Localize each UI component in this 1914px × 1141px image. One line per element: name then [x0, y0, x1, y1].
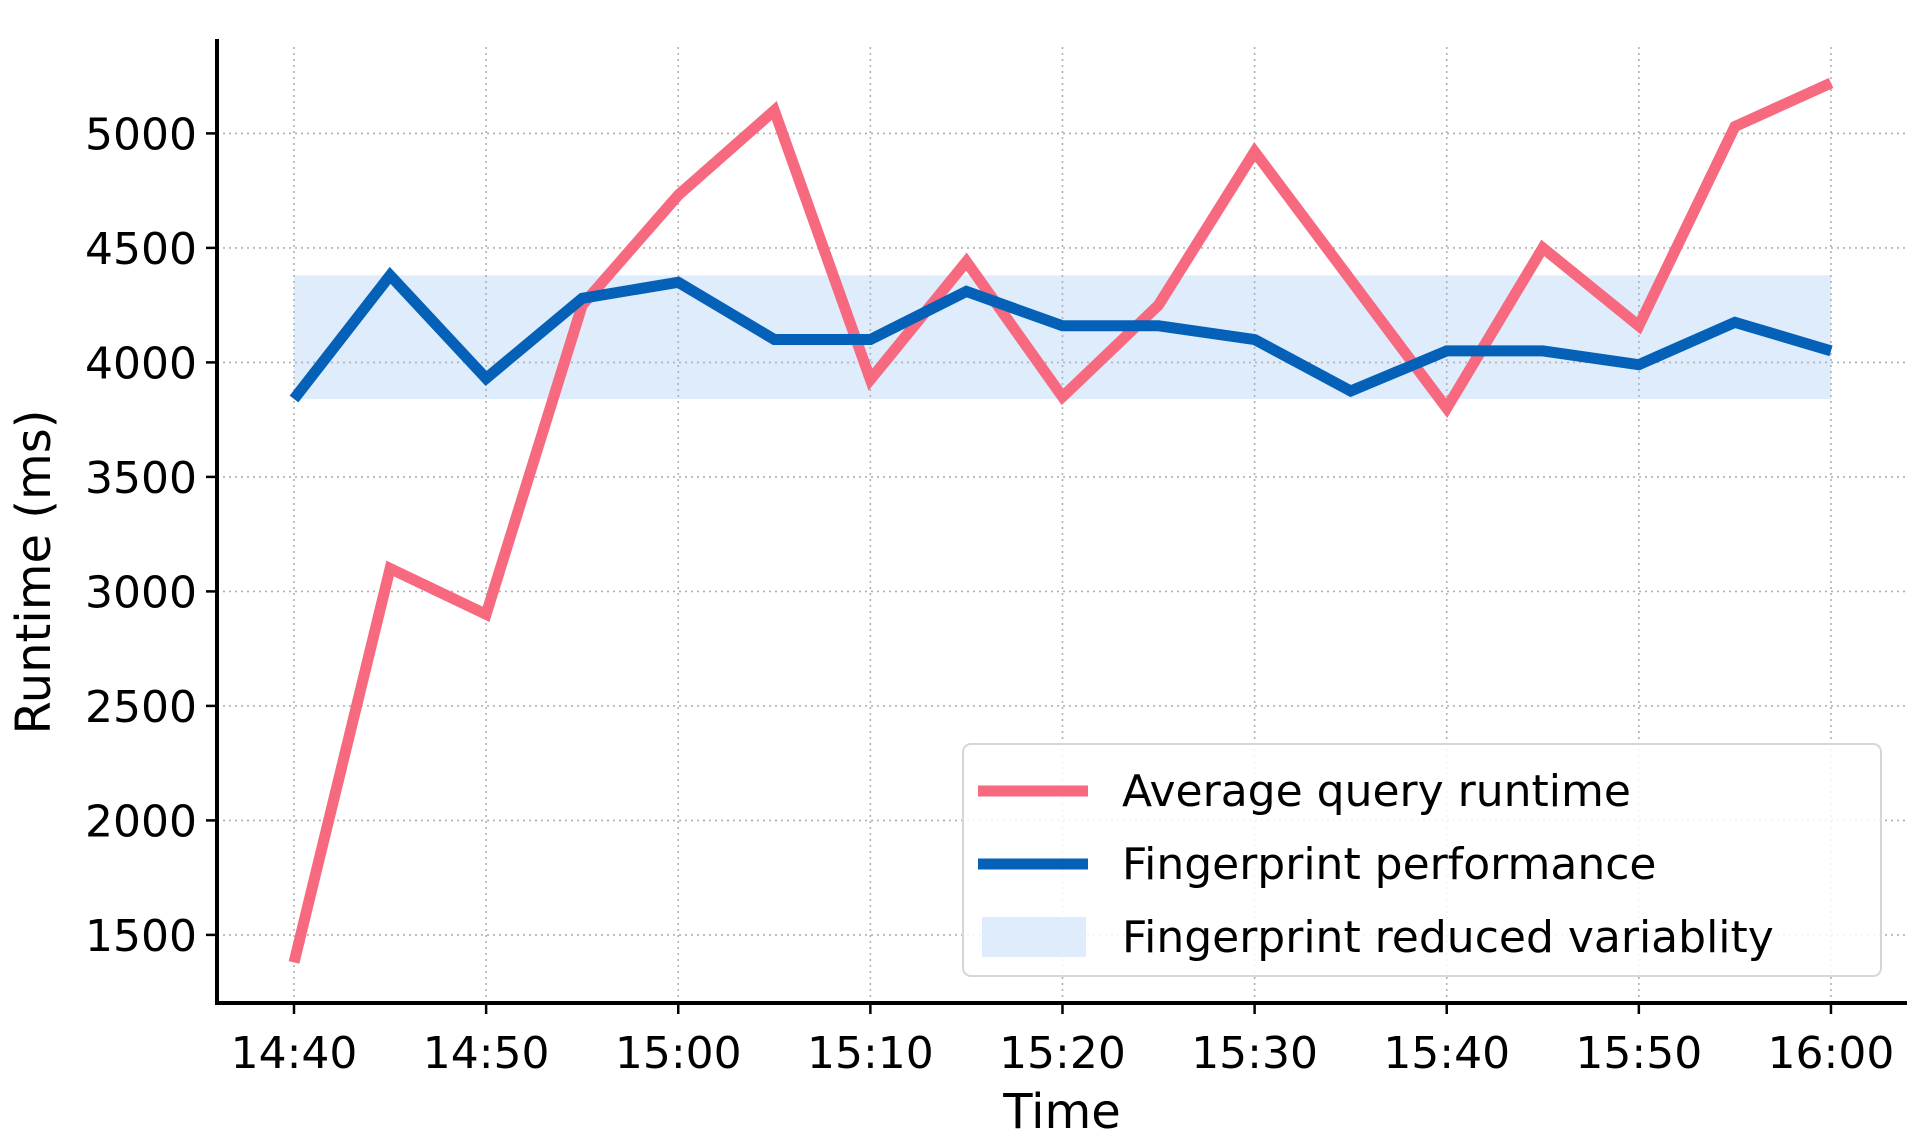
x-tick-label: 15:40: [1383, 1028, 1510, 1079]
x-tick-label: 14:40: [231, 1028, 358, 1079]
average-query-runtime-line: [288, 77, 1834, 964]
y-tick-label: 3500: [85, 453, 197, 504]
x-tick-label: 15:50: [1575, 1028, 1702, 1079]
fingerprint-performance-line: [289, 266, 1833, 403]
y-tick-label: 4000: [85, 338, 197, 389]
x-tick-label: 15:20: [999, 1028, 1126, 1079]
x-tick-label: 15:30: [1191, 1028, 1318, 1079]
y-tick-label: 2500: [85, 682, 197, 733]
series-lines: [288, 77, 1834, 964]
y-tick-label: 5000: [85, 109, 197, 160]
x-axis-ticks: 14:40 14:50 15:00 15:10 15:20 15:30 15:40 15:50…: [231, 1003, 1895, 1079]
x-tick-label: 16:00: [1768, 1028, 1895, 1079]
legend-label-fingerprint-performance: Fingerprint performance: [1122, 839, 1656, 890]
x-tick-label: 15:00: [615, 1028, 742, 1079]
y-axis-ticks: 1500 2000 2500 3000 3500 4000 4500 5000: [85, 109, 217, 962]
x-axis-title: Time: [1002, 1084, 1120, 1140]
x-tick-label: 14:50: [423, 1028, 550, 1079]
legend-box: [962, 743, 1882, 977]
y-tick-label: 4500: [85, 224, 197, 275]
legend: Average query runtime Fingerprint perfor…: [962, 743, 1882, 977]
y-axis-title: Runtime (ms): [6, 410, 62, 735]
y-tick-label: 2000: [85, 796, 197, 847]
y-tick-label: 1500: [85, 911, 197, 962]
axes: [215, 39, 1907, 1005]
legend-band-swatch-icon: [982, 917, 1086, 957]
legend-label-fingerprint-reduced-variability: Fingerprint reduced variablity: [1122, 912, 1774, 963]
legend-label-average-query-runtime: Average query runtime: [1122, 766, 1631, 817]
y-tick-label: 3000: [85, 567, 197, 618]
x-tick-label: 15:10: [807, 1028, 934, 1079]
